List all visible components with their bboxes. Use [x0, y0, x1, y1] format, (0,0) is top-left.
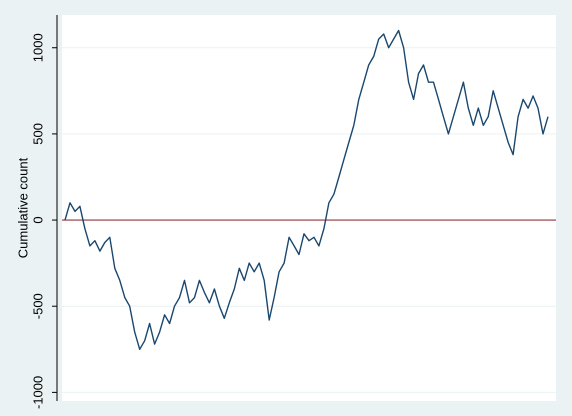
y-tick-label: 1000: [30, 33, 45, 62]
y-tick-label: -1000: [30, 376, 45, 409]
y-tick-label: -500: [30, 293, 45, 319]
y-axis-title: Cumulative count: [15, 157, 30, 258]
plot-area: [62, 15, 556, 401]
y-tick-label: 0: [30, 216, 45, 223]
y-tick-label: 500: [30, 123, 45, 145]
series-line: [64, 29, 549, 350]
